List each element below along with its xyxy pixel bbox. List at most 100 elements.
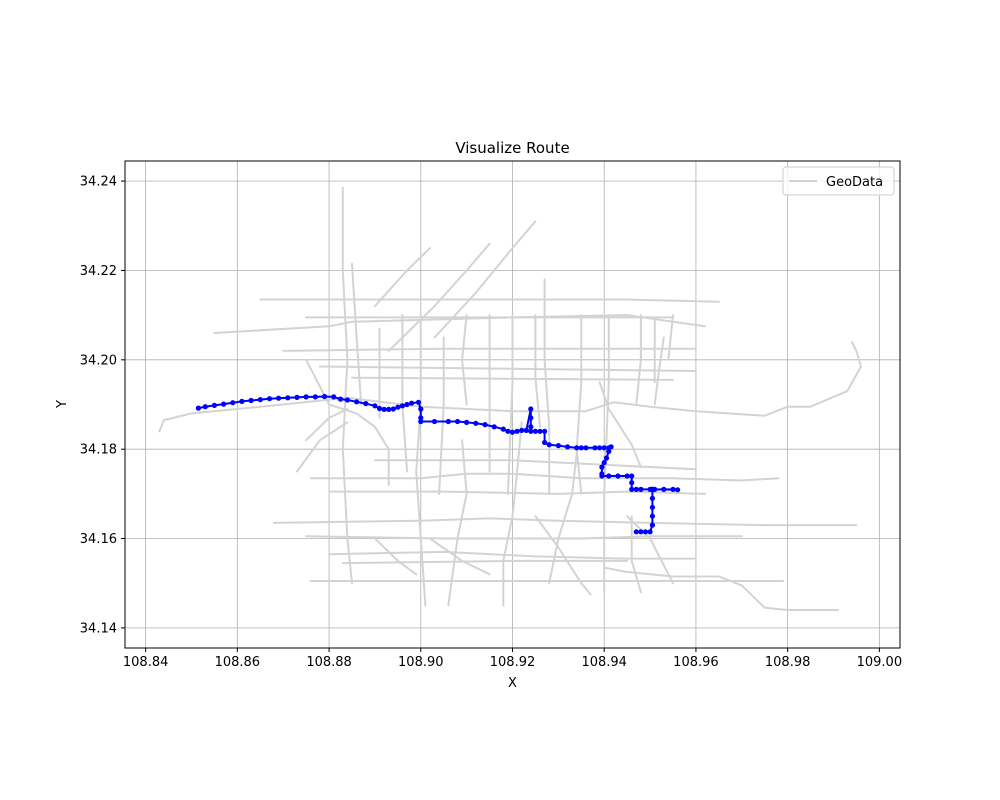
route-point-0 xyxy=(195,405,201,411)
route-point-30 xyxy=(418,406,424,412)
route-point-37 xyxy=(473,420,479,426)
route-point-67 xyxy=(601,460,607,466)
route-point-76 xyxy=(629,486,635,492)
x-tick-label-2: 108.88 xyxy=(306,655,352,670)
route-point-36 xyxy=(464,419,470,425)
route-point-85 xyxy=(661,486,667,492)
route-point-70 xyxy=(599,473,605,479)
geodata-line-33 xyxy=(447,439,468,607)
route-point-77 xyxy=(633,486,639,492)
route-point-74 xyxy=(629,473,635,479)
route-series xyxy=(195,393,681,535)
route-point-34 xyxy=(445,418,451,425)
route-point-60 xyxy=(592,445,598,451)
route-point-32 xyxy=(418,418,424,425)
route-point-13 xyxy=(312,394,318,400)
legend-box xyxy=(782,166,895,196)
x-axis-label: X xyxy=(508,676,517,691)
route-point-3 xyxy=(221,401,227,407)
route-point-51 xyxy=(537,428,543,434)
route-point-53 xyxy=(542,439,548,446)
route-point-92 xyxy=(649,522,656,528)
geodata-line-37 xyxy=(305,408,349,442)
route-point-24 xyxy=(390,406,396,412)
route-point-7 xyxy=(257,397,263,403)
route-point-41 xyxy=(505,428,511,434)
route-point-75 xyxy=(629,480,635,486)
route-point-91 xyxy=(649,513,656,519)
route-point-27 xyxy=(404,401,410,408)
route-point-66 xyxy=(603,455,610,461)
route-point-40 xyxy=(500,426,506,432)
route-point-64 xyxy=(608,444,614,450)
x-tick-label-3: 108.90 xyxy=(398,655,444,670)
route-point-31 xyxy=(418,415,424,421)
route-point-45 xyxy=(523,427,529,433)
y-tick-label-3: 34.20 xyxy=(80,353,117,368)
route-point-5 xyxy=(239,398,245,404)
route-point-44 xyxy=(519,427,525,433)
route-point-57 xyxy=(574,445,580,451)
route-point-16 xyxy=(337,396,344,402)
route-point-14 xyxy=(321,393,328,400)
chart-title: Visualize Route xyxy=(455,139,569,157)
route-point-90 xyxy=(649,504,656,510)
geodata-line-2 xyxy=(259,298,720,303)
route-point-93 xyxy=(647,529,653,535)
route-point-94 xyxy=(642,529,649,535)
route-point-61 xyxy=(597,445,603,451)
geodata-line-44 xyxy=(373,537,418,576)
route-point-88 xyxy=(649,486,656,492)
geodata-line-28 xyxy=(603,314,610,594)
route-point-47 xyxy=(528,415,534,421)
route-point-6 xyxy=(248,397,254,404)
route-point-38 xyxy=(482,422,488,428)
route-point-56 xyxy=(564,444,571,450)
geodata-line-5 xyxy=(318,365,697,372)
geodata-line-8 xyxy=(309,472,780,482)
route-point-55 xyxy=(555,443,562,449)
route-point-33 xyxy=(431,418,438,425)
route-point-65 xyxy=(606,448,612,454)
route-point-39 xyxy=(491,424,497,430)
route-point-9 xyxy=(276,395,282,401)
geodata-series xyxy=(158,186,862,611)
route-point-18 xyxy=(354,399,360,405)
legend: GeoData xyxy=(782,166,895,196)
route-point-26 xyxy=(399,403,405,409)
geodata-line-0 xyxy=(158,340,862,433)
geodata-line-43 xyxy=(653,336,665,406)
route-point-62 xyxy=(601,445,607,451)
route-point-48 xyxy=(528,424,534,430)
route-point-72 xyxy=(615,473,621,479)
geodata-line-42 xyxy=(598,381,642,469)
route-point-95 xyxy=(638,529,644,535)
route-point-2 xyxy=(211,402,217,408)
y-tick-label-1: 34.16 xyxy=(80,532,117,547)
geodata-line-39 xyxy=(373,247,431,308)
route-point-20 xyxy=(372,403,378,409)
route-point-21 xyxy=(376,405,383,412)
route-point-73 xyxy=(624,473,630,479)
geodata-line-21 xyxy=(438,336,445,495)
route-point-58 xyxy=(578,445,584,451)
geodata-line-20 xyxy=(415,314,427,607)
route-point-86 xyxy=(670,486,676,492)
geodata-line-29 xyxy=(635,314,642,406)
route-point-50 xyxy=(532,428,539,434)
legend-label-geodata: GeoData xyxy=(826,175,883,190)
x-tick-label-6: 108.96 xyxy=(673,655,719,670)
y-tick-label-4: 34.22 xyxy=(80,264,117,279)
geodata-line-34 xyxy=(548,452,578,585)
route-point-11 xyxy=(294,394,300,400)
route-point-68 xyxy=(599,464,605,470)
x-tick-label-1: 108.86 xyxy=(215,655,261,670)
geodata-line-27 xyxy=(575,314,583,495)
y-axis-label: Y xyxy=(55,400,70,409)
geodata-line-11 xyxy=(305,535,743,540)
geodata-line-26 xyxy=(543,278,551,495)
geodata-line-12 xyxy=(328,550,697,560)
x-tick-label-7: 108.98 xyxy=(765,655,811,670)
x-tick-label-4: 108.92 xyxy=(490,655,536,670)
